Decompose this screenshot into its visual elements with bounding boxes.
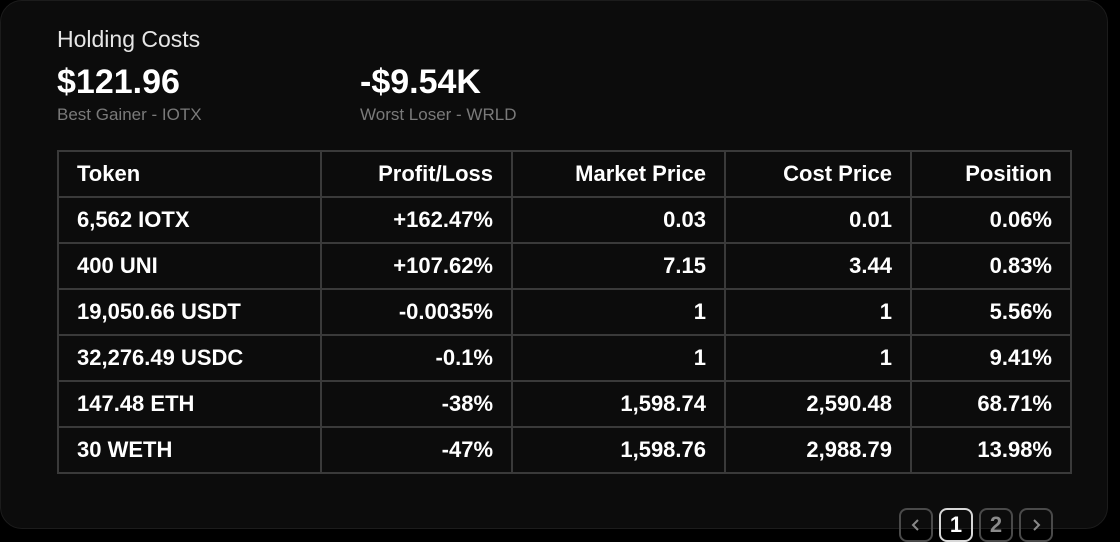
column-header-position[interactable]: Position [910, 150, 1072, 198]
cell-position: 13.98% [910, 426, 1072, 474]
cell-token: 6,562 IOTX [57, 196, 322, 244]
cell-market-price: 1,598.74 [511, 380, 726, 428]
cell-market-price: 7.15 [511, 242, 726, 290]
page-button-1[interactable]: 1 [939, 508, 973, 542]
cell-position: 0.06% [910, 196, 1072, 244]
cell-position: 5.56% [910, 288, 1072, 336]
cell-cost-price: 1 [724, 288, 912, 336]
cell-profit-loss: +107.62% [320, 242, 513, 290]
cell-position: 68.71% [910, 380, 1072, 428]
cell-cost-price: 2,988.79 [724, 426, 912, 474]
cell-profit-loss: -0.1% [320, 334, 513, 382]
column-header-token[interactable]: Token [57, 150, 322, 198]
section-title: Holding Costs [57, 26, 201, 52]
table-row: 32,276.49 USDC -0.1% 1 1 9.41% [57, 334, 1072, 382]
cell-profit-loss: +162.47% [320, 196, 513, 244]
next-page-button[interactable] [1019, 508, 1053, 542]
cell-profit-loss: -47% [320, 426, 513, 474]
table-header-row: Token Profit/Loss Market Price Cost Pric… [57, 150, 1072, 198]
cell-token: 32,276.49 USDC [57, 334, 322, 382]
cell-position: 0.83% [910, 242, 1072, 290]
cell-cost-price: 2,590.48 [724, 380, 912, 428]
table-row: 30 WETH -47% 1,598.76 2,988.79 13.98% [57, 426, 1072, 474]
cell-market-price: 1,598.76 [511, 426, 726, 474]
cell-market-price: 1 [511, 334, 726, 382]
worst-loser-value: -$9.54K [360, 63, 481, 101]
cell-position: 9.41% [910, 334, 1072, 382]
best-gainer-stat: $121.96 Best Gainer - IOTX [57, 63, 202, 125]
column-header-profit-loss[interactable]: Profit/Loss [320, 150, 513, 198]
cell-token: 30 WETH [57, 426, 322, 474]
cell-profit-loss: -0.0035% [320, 288, 513, 336]
chevron-left-icon [910, 512, 922, 538]
cell-token: 19,050.66 USDT [57, 288, 322, 336]
cell-token: 400 UNI [57, 242, 322, 290]
cell-cost-price: 3.44 [724, 242, 912, 290]
table-row: 147.48 ETH -38% 1,598.74 2,590.48 68.71% [57, 380, 1072, 428]
worst-loser-stat: -$9.54K Worst Loser - WRLD [360, 63, 517, 125]
holdings-table: Token Profit/Loss Market Price Cost Pric… [57, 150, 1072, 474]
cell-market-price: 0.03 [511, 196, 726, 244]
column-header-cost-price[interactable]: Cost Price [724, 150, 912, 198]
best-gainer-value: $121.96 [57, 63, 180, 101]
chevron-right-icon [1030, 512, 1042, 538]
table-row: 19,050.66 USDT -0.0035% 1 1 5.56% [57, 288, 1072, 336]
table-row: 400 UNI +107.62% 7.15 3.44 0.83% [57, 242, 1072, 290]
cell-cost-price: 0.01 [724, 196, 912, 244]
worst-loser-caption: Worst Loser - WRLD [360, 105, 517, 124]
prev-page-button[interactable] [899, 508, 933, 542]
cell-token: 147.48 ETH [57, 380, 322, 428]
table-row: 6,562 IOTX +162.47% 0.03 0.01 0.06% [57, 196, 1072, 244]
pagination: 1 2 [899, 508, 1053, 542]
column-header-market-price[interactable]: Market Price [511, 150, 726, 198]
cell-profit-loss: -38% [320, 380, 513, 428]
cell-cost-price: 1 [724, 334, 912, 382]
cell-market-price: 1 [511, 288, 726, 336]
best-gainer-caption: Best Gainer - IOTX [57, 105, 202, 124]
page-button-2[interactable]: 2 [979, 508, 1013, 542]
